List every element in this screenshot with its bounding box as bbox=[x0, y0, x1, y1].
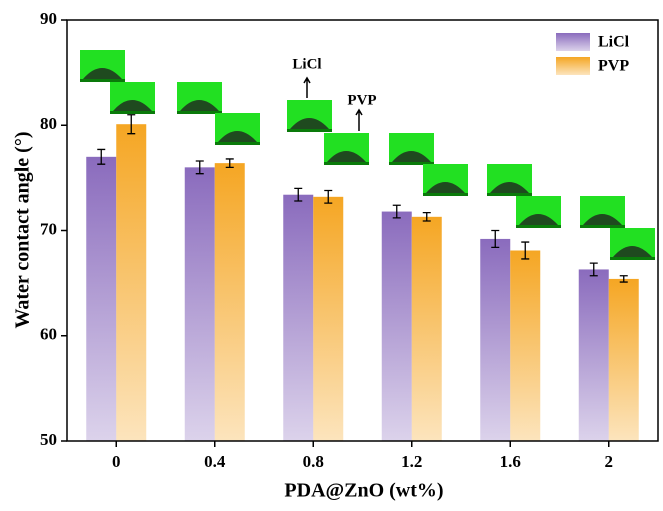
substrate bbox=[324, 162, 369, 165]
droplet bbox=[113, 100, 152, 111]
error-bar bbox=[294, 187, 303, 202]
legend-label: PVP bbox=[598, 58, 629, 75]
y-tick-label: 50 bbox=[40, 430, 57, 449]
y-tick-label: 60 bbox=[40, 325, 57, 344]
substrate bbox=[389, 162, 434, 165]
error-bar bbox=[127, 114, 136, 135]
bar bbox=[510, 250, 541, 441]
bar bbox=[411, 216, 442, 441]
bar bbox=[480, 238, 511, 441]
legend-swatch bbox=[556, 57, 590, 75]
error-bar bbox=[225, 158, 234, 168]
substrate bbox=[516, 225, 561, 228]
x-axis-label: PDA@ZnO (wt%) bbox=[284, 480, 443, 502]
error-bar bbox=[392, 204, 401, 219]
error-bar bbox=[195, 160, 204, 175]
bar bbox=[214, 163, 245, 441]
y-tick-label: 70 bbox=[40, 219, 57, 238]
plot-frame bbox=[66, 19, 659, 442]
y-tick-label: 80 bbox=[40, 114, 57, 133]
x-tick-label: 0.4 bbox=[204, 452, 226, 471]
bar bbox=[381, 211, 412, 441]
substrate bbox=[215, 142, 260, 145]
droplet bbox=[583, 214, 622, 225]
substrate bbox=[580, 225, 625, 228]
x-tick-label: 1.2 bbox=[401, 452, 422, 471]
y-axis-label: Water contact angle (°) bbox=[12, 131, 34, 328]
bar bbox=[283, 194, 314, 441]
droplet bbox=[392, 151, 431, 162]
annotation: PVP bbox=[347, 92, 376, 108]
substrate bbox=[423, 193, 468, 196]
x-tick-label: 1.6 bbox=[500, 452, 521, 471]
annotation-arrow bbox=[355, 108, 363, 131]
error-bar bbox=[97, 148, 106, 165]
substrate bbox=[287, 129, 332, 132]
annotation-arrow bbox=[303, 76, 311, 98]
error-bar bbox=[521, 241, 530, 260]
bar bbox=[86, 156, 117, 441]
droplet bbox=[290, 118, 329, 129]
bar bbox=[608, 278, 639, 441]
droplet bbox=[490, 182, 529, 193]
substrate bbox=[487, 193, 532, 196]
error-bar bbox=[324, 189, 333, 204]
substrate bbox=[177, 111, 222, 114]
error-bar bbox=[422, 211, 431, 222]
bar bbox=[313, 196, 344, 441]
x-tick-label: 0 bbox=[112, 452, 121, 471]
y-tick-label: 90 bbox=[40, 9, 57, 28]
error-bar bbox=[491, 229, 500, 248]
substrate bbox=[110, 111, 155, 114]
substrate bbox=[80, 79, 125, 82]
substrate bbox=[610, 257, 655, 260]
bar bbox=[578, 269, 609, 441]
x-tick-label: 0.8 bbox=[303, 452, 324, 471]
annotation: LiCl bbox=[292, 56, 321, 72]
error-bar bbox=[619, 275, 628, 283]
droplet bbox=[180, 100, 219, 111]
bar bbox=[116, 124, 147, 441]
bar bbox=[184, 167, 215, 441]
legend-swatch bbox=[556, 33, 590, 51]
x-tick-label: 2 bbox=[605, 452, 614, 471]
error-bar bbox=[589, 262, 598, 277]
droplet bbox=[218, 131, 257, 142]
droplet bbox=[519, 214, 558, 225]
legend-label: LiCl bbox=[598, 34, 630, 51]
droplet bbox=[83, 68, 122, 79]
droplet bbox=[613, 246, 652, 257]
droplet bbox=[327, 151, 366, 162]
droplet bbox=[426, 182, 465, 193]
